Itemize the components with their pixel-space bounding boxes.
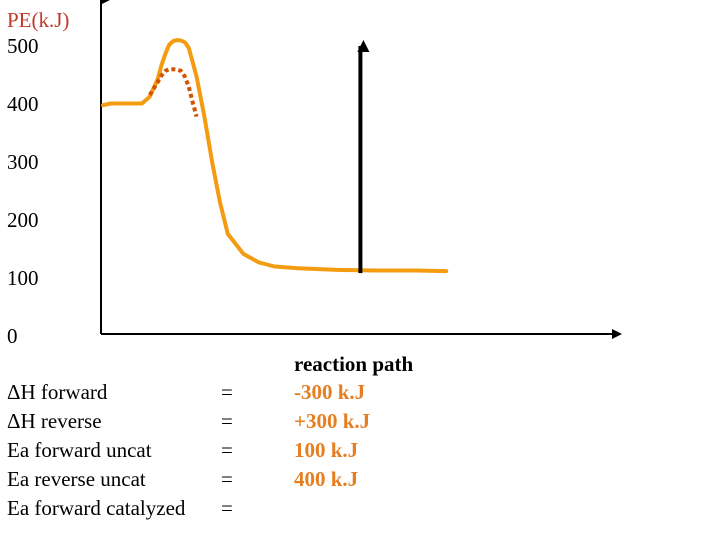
- question-label: Ea forward catalyzed: [7, 496, 186, 520]
- question-label: ΔH forward: [7, 380, 108, 404]
- x-axis-label: reaction path: [294, 352, 414, 376]
- question-label: Ea forward uncat: [7, 438, 152, 462]
- x-axis-arrowhead: [612, 329, 622, 339]
- equals-sign: =: [221, 438, 233, 462]
- answer-value: -300 k.J: [294, 380, 366, 404]
- answer-value: 400 k.J: [294, 467, 359, 491]
- y-tick-label: 500: [7, 34, 39, 58]
- y-axis-label: PE(k.J): [7, 8, 70, 32]
- y-tick-label: 400: [7, 92, 39, 116]
- question-label: Ea reverse uncat: [7, 467, 146, 491]
- answer-value: +300 k.J: [294, 409, 371, 433]
- equals-sign: =: [221, 380, 233, 404]
- y-tick-label: 0: [7, 324, 18, 348]
- y-tick-label: 300: [7, 150, 39, 174]
- uncatalyzed-curve: [101, 38, 449, 274]
- y-tick-label: 100: [7, 266, 39, 290]
- answer-value: 100 k.J: [294, 438, 359, 462]
- y-tick-label: 200: [7, 208, 39, 232]
- equals-sign: =: [221, 496, 233, 520]
- equals-sign: =: [221, 409, 233, 433]
- question-label: ΔH reverse: [7, 409, 102, 433]
- equals-sign: =: [221, 467, 233, 491]
- catalyzed-curve: [148, 67, 199, 118]
